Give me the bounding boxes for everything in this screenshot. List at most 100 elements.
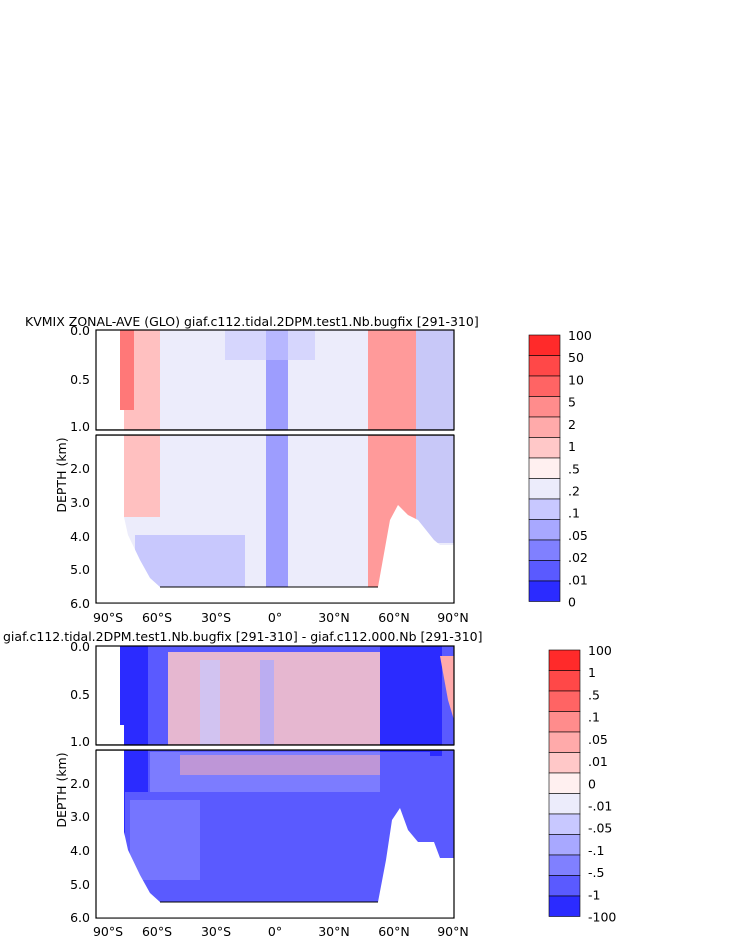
- bottom-colorbar-label-10: -.5: [588, 865, 604, 880]
- top-ytick-0.0: 0.0: [70, 323, 90, 338]
- top-colorbar-swatch-10: [528, 539, 561, 561]
- top-colorbar-swatch-4: [528, 416, 561, 438]
- bottom-colorbar-swatch-2: [548, 690, 581, 712]
- bottom-xtick-60N: 60°N: [378, 924, 410, 939]
- top-topo-south: [96, 330, 160, 587]
- bottom-colorbar-swatch-3: [548, 711, 581, 733]
- top-ytick-6.0: 6.0: [70, 596, 90, 611]
- top-colorbar-swatch-1: [528, 355, 561, 377]
- top-heat-arctic: [416, 330, 454, 543]
- top-xtick-90S: 90°S: [93, 610, 123, 625]
- top-colorbar-swatch-3: [528, 396, 561, 418]
- bottom-colorbar-swatch-4: [548, 731, 581, 753]
- bottom-colorbar-label-1: 1: [588, 665, 596, 680]
- top-colorbar-label-0: 100: [568, 328, 592, 343]
- top-colorbar-label-11: .01: [568, 572, 588, 587]
- bottom-heat-arctic-red: [440, 656, 454, 720]
- bottom-ytick-0.0: 0.0: [70, 639, 90, 654]
- top-heat-deep-blue: [135, 535, 245, 587]
- bottom-colorbar-label-7: -.01: [588, 798, 612, 813]
- top-colorbar-swatch-7: [528, 478, 561, 500]
- top-colorbar-label-7: .2: [568, 483, 580, 498]
- bottom-colorbar-swatch-7: [548, 793, 581, 815]
- top-bottom-blank: [97, 588, 453, 603]
- top-heat-equator: [266, 330, 288, 587]
- bottom-colorbar-swatch-9: [548, 834, 581, 856]
- bottom-colorbar-label-11: -1: [588, 887, 600, 902]
- top-colorbar-swatch-0: [528, 334, 561, 356]
- bottom-ytick-3.0: 3.0: [70, 809, 90, 824]
- top-colorbar-label-6: .5: [568, 461, 580, 476]
- top-colorbar-label-4: 2: [568, 417, 576, 432]
- bottom-xtick-90N: 90°N: [437, 924, 469, 939]
- top-ytick-1.0: 1.0: [70, 419, 90, 434]
- top-colorbar-swatch-8: [528, 498, 561, 520]
- bottom-colorbar-label-12: -100: [588, 910, 616, 925]
- top-xtick-30S: 30°S: [201, 610, 231, 625]
- top-colorbar-label-5: 1: [568, 439, 576, 454]
- top-colorbar: 100 50 10 5 2 1 .5 .2 .1 .05 .02 .01 0: [528, 328, 592, 610]
- top-colorbar-swatch-2: [528, 375, 561, 397]
- top-ytick-0.5: 0.5: [70, 372, 90, 387]
- bottom-ytick-5.0: 5.0: [70, 877, 90, 892]
- top-colorbar-label-2: 10: [568, 372, 584, 387]
- bottom-colorbar-swatch-5: [548, 752, 581, 774]
- bottom-gap: [95, 745, 456, 750]
- bottom-colorbar-swatch-0: [548, 649, 581, 671]
- bottom-xtick-90S: 90°S: [93, 924, 123, 939]
- bottom-xtick-0: 0°: [268, 924, 282, 939]
- bottom-ytick-2.0: 2.0: [70, 776, 90, 791]
- bottom-colorbar-swatch-12: [548, 895, 581, 917]
- top-ytick-2.0: 2.0: [70, 461, 90, 476]
- bottom-colorbar-swatch-11: [548, 875, 581, 897]
- top-panel: KVMIX ZONAL-AVE (GLO) giaf.c112.tidal.2D…: [25, 314, 592, 625]
- top-xtick-0: 0°: [268, 610, 282, 625]
- top-colorbar-swatch-11: [528, 560, 561, 582]
- bottom-ytick-6.0: 6.0: [70, 910, 90, 925]
- top-gap: [95, 430, 456, 435]
- bottom-heat-north: [380, 646, 442, 756]
- bottom-topo-north: [378, 808, 454, 902]
- bottom-colorbar-swatch-8: [548, 813, 581, 835]
- bottom-colorbar-swatch-1: [548, 670, 581, 692]
- bottom-xtick-30S: 30°S: [201, 924, 231, 939]
- top-heatmap: [96, 330, 454, 587]
- top-colorbar-label-1: 50: [568, 350, 584, 365]
- top-colorbar-label-8: .1: [568, 506, 580, 521]
- bottom-colorbar-label-9: -.1: [588, 843, 604, 858]
- bottom-colorbar-label-5: .01: [588, 754, 608, 769]
- top-colorbar-label-12: 0: [568, 595, 576, 610]
- top-title: KVMIX ZONAL-AVE (GLO) giaf.c112.tidal.2D…: [25, 314, 479, 329]
- top-colorbar-swatch-5: [528, 437, 561, 459]
- bottom-heat-upper-stripes-2: [260, 660, 274, 747]
- top-heat-surface-blue: [225, 330, 315, 360]
- top-ylabel: DEPTH (km): [54, 437, 69, 512]
- bottom-colorbar-label-0: 100: [588, 643, 612, 658]
- top-colorbar-swatch-6: [528, 457, 561, 479]
- bottom-panel: giaf.c112.tidal.2DPM.test1.Nb.bugfix [29…: [3, 629, 616, 939]
- bottom-heat-upper-stripes: [200, 660, 220, 747]
- bottom-xtick-30N: 30°N: [318, 924, 350, 939]
- top-colorbar-label-3: 5: [568, 395, 576, 410]
- bottom-heatmap: [96, 646, 454, 902]
- bottom-ytick-1.0: 1.0: [70, 734, 90, 749]
- top-xtick-60S: 60°S: [142, 610, 172, 625]
- top-xtick-60N: 60°N: [378, 610, 410, 625]
- bottom-colorbar-label-6: 0: [588, 776, 596, 791]
- bottom-xtick-60S: 60°S: [142, 924, 172, 939]
- bottom-colorbar-label-2: .5: [588, 687, 600, 702]
- bottom-title: giaf.c112.tidal.2DPM.test1.Nb.bugfix [29…: [3, 629, 483, 644]
- top-ytick-5.0: 5.0: [70, 562, 90, 577]
- top-colorbar-label-9: .05: [568, 528, 588, 543]
- bottom-colorbar-swatch-10: [548, 854, 581, 876]
- bottom-heat-midwater-red: [180, 755, 380, 775]
- top-colorbar-swatch-9: [528, 519, 561, 541]
- bottom-colorbar: 100 1 .5 .1 .05 .01 0 -.01 -.05 -.1 -.5 -1 -100: [548, 643, 616, 925]
- bottom-ytick-4.0: 4.0: [70, 843, 90, 858]
- top-colorbar-label-10: .02: [568, 550, 588, 565]
- bottom-colorbar-label-8: -.05: [588, 821, 612, 836]
- top-heat-south-boundary: [120, 330, 134, 410]
- bottom-heat-deep-light: [130, 800, 200, 880]
- bottom-colorbar-label-4: .05: [588, 732, 608, 747]
